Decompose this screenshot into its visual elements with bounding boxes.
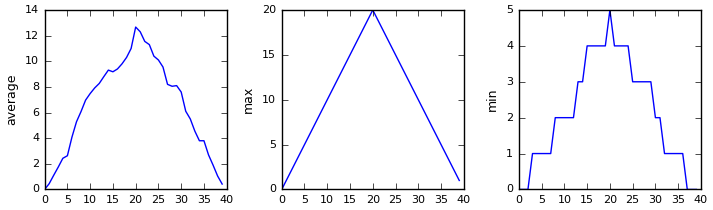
Y-axis label: min: min [486, 88, 499, 112]
Y-axis label: average: average [5, 74, 18, 125]
Y-axis label: max: max [242, 86, 255, 113]
